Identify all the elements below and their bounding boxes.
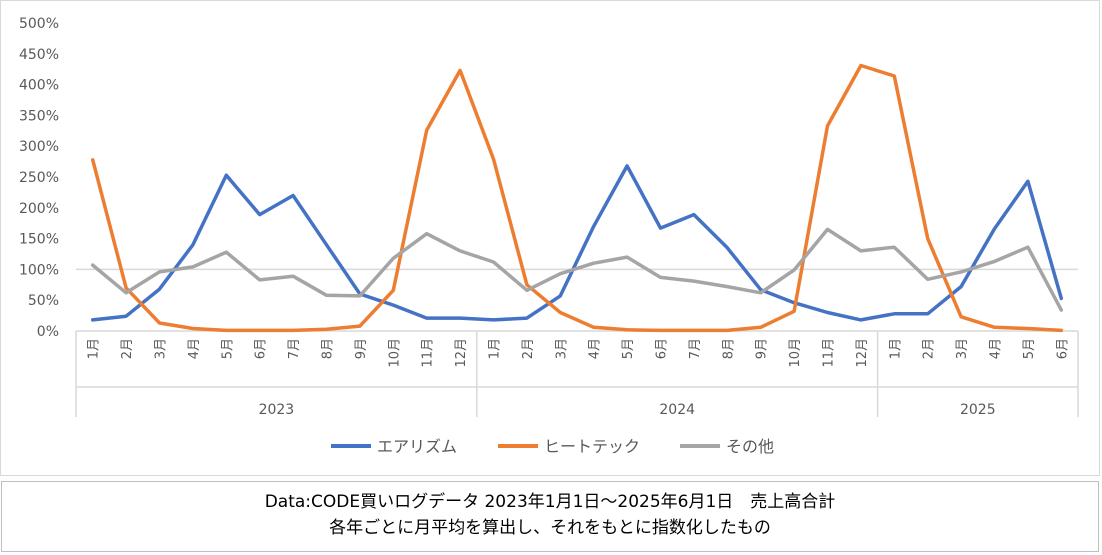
- y-tick-label: 500%: [19, 16, 59, 32]
- series-line: [90, 164, 1064, 322]
- series-lines: [90, 63, 1064, 333]
- y-axis-ticks: 0% 50% 100% 150% 200% 250% 300% 350% 400% 450% 500…: [19, 16, 59, 340]
- legend-label: ヒートテック: [544, 437, 640, 456]
- x-tick-label: 1月: [488, 338, 503, 359]
- caption-line-1: Data:CODE買いログデータ 2023年1月1日～2025年6月1日 売上高…: [264, 492, 836, 512]
- x-tick-label: 11月: [822, 338, 837, 368]
- y-tick-label: 300%: [19, 139, 59, 155]
- caption-line-2: 各年ごとに月平均を算出し、それをもとに指数化したもの: [329, 518, 771, 538]
- x-tick-label: 3月: [154, 338, 169, 359]
- x-tick-label: 4月: [588, 338, 603, 359]
- x-tick-label: 10月: [788, 338, 803, 368]
- y-tick-label: 450%: [19, 47, 59, 63]
- x-tick-label: 6月: [655, 338, 670, 359]
- y-tick-label: 150%: [19, 232, 59, 248]
- y-tick-label: 200%: [19, 201, 59, 217]
- series-line: [90, 227, 1064, 312]
- x-tick-label: 9月: [755, 338, 770, 359]
- y-tick-label: 400%: [19, 78, 59, 94]
- x-tick-label: 1月: [87, 338, 102, 359]
- x-tick-label: 9月: [354, 338, 369, 359]
- year-label: 2023: [259, 402, 295, 418]
- x-tick-label: 12月: [855, 338, 870, 368]
- x-tick-label: 2月: [120, 338, 135, 359]
- legend: エアリズム ヒートテック その他: [331, 437, 774, 456]
- x-tick-label: 3月: [554, 338, 569, 359]
- legend-label: エアリズム: [377, 437, 457, 456]
- y-tick-label: 100%: [19, 262, 59, 278]
- x-tick-label: 6月: [1055, 338, 1070, 359]
- line-chart: 0% 50% 100% 150% 200% 250% 300% 350% 400% 450% 500…: [19, 16, 1079, 456]
- x-tick-label: 5月: [621, 338, 636, 359]
- x-tick-label: 7月: [688, 338, 703, 359]
- chart-frame: 0% 50% 100% 150% 200% 250% 300% 350% 400% 450% 500…: [0, 0, 1100, 476]
- x-tick-label: 12月: [454, 338, 469, 368]
- x-tick-label: 3月: [955, 338, 970, 359]
- y-tick-label: 250%: [19, 170, 59, 186]
- series-line: [90, 63, 1064, 333]
- x-tick-label: 5月: [1022, 338, 1037, 359]
- year-label: 2024: [659, 402, 695, 418]
- x-tick-label: 1月: [888, 338, 903, 359]
- x-tick-label: 8月: [721, 338, 736, 359]
- x-tick-label: 4月: [187, 338, 202, 359]
- x-tick-label: 7月: [287, 338, 302, 359]
- x-tick-label: 2月: [922, 338, 937, 359]
- y-tick-label: 0%: [37, 324, 59, 340]
- x-tick-label: 6月: [254, 338, 269, 359]
- x-axis: 1月 2月 3月 4月 5月 6月 7月 8月 9月 10月 11月 12月 1月 2月 3月 4月 5月 6月 7…: [75, 331, 1079, 418]
- x-tick-label: 8月: [321, 338, 336, 359]
- x-tick-label: 2月: [521, 338, 536, 359]
- x-tick-label: 4月: [989, 338, 1004, 359]
- legend-label: その他: [726, 437, 774, 456]
- x-tick-label: 10月: [387, 338, 402, 368]
- year-label: 2025: [960, 402, 996, 418]
- y-tick-label: 350%: [19, 108, 59, 124]
- y-tick-label: 50%: [28, 293, 59, 309]
- chart-caption: Data:CODE買いログデータ 2023年1月1日～2025年6月1日 売上高…: [1, 481, 1099, 552]
- x-tick-label: 11月: [421, 338, 436, 368]
- x-tick-label: 5月: [220, 338, 235, 359]
